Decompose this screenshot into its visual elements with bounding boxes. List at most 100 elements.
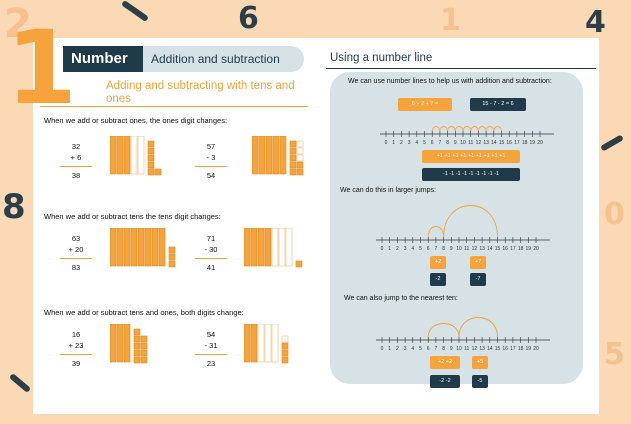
tick-label: 11 — [464, 246, 469, 252]
ten-rod — [244, 228, 251, 267]
one-cube — [295, 260, 303, 268]
section-subtitle: Adding and subtracting with tens and one… — [106, 80, 295, 105]
one-cube — [133, 349, 141, 357]
tick-label: 8 — [446, 140, 449, 146]
ten-rod — [130, 228, 138, 267]
title-underline — [326, 68, 596, 69]
tick-label: 17 — [510, 246, 516, 252]
tick-label: 5 — [419, 346, 422, 352]
add-equation: 6 + 2 + 7 = — [398, 98, 452, 111]
topic-label: Addition and subtraction — [143, 46, 304, 72]
tick-label: 16 — [502, 346, 508, 352]
tick-label: 19 — [526, 346, 532, 352]
tick-label: 5 — [423, 140, 426, 146]
jump-arc — [427, 323, 460, 338]
sum: 63 + 20 83 — [58, 234, 94, 274]
tick-label: 2 — [396, 246, 399, 252]
tick-label: 14 — [487, 346, 493, 352]
jump-arc — [485, 126, 495, 132]
ten-rod-removed — [271, 228, 279, 267]
ones-sub-steps: -1 -1 -1 -1 -1 -1 -1 -1 -1 — [422, 168, 520, 181]
ten-rod-removed — [130, 136, 138, 175]
ten-rod — [116, 136, 124, 175]
one-cube — [147, 147, 155, 155]
nearest-add-step: +5 — [472, 356, 488, 369]
ten-rod — [257, 228, 265, 267]
tick-label: 18 — [518, 246, 524, 252]
one-cube — [133, 335, 141, 343]
tick-label: 4 — [415, 140, 418, 146]
jump-arc — [454, 126, 464, 132]
jump-arc — [431, 126, 441, 132]
one-cube-removed — [296, 140, 304, 148]
one-cube — [289, 140, 297, 148]
jump-arc — [462, 126, 472, 132]
section-caption: When we add or subtract tens the tens di… — [44, 212, 221, 221]
tick-label: 15 — [499, 140, 505, 146]
one-cube — [289, 168, 297, 176]
sum: 54 - 31 23 — [193, 330, 229, 370]
tick-label: 16 — [502, 246, 508, 252]
one-cube — [133, 328, 141, 336]
ten-rod — [110, 324, 117, 363]
tick-label: 7 — [435, 346, 438, 352]
tick-label: 10 — [456, 246, 462, 252]
bg-digit: 0 — [604, 197, 625, 232]
tick-label: 7 — [435, 246, 438, 252]
larger-add-step: +7 — [470, 256, 486, 269]
one-cube — [140, 349, 148, 357]
tick-label: 1 — [392, 140, 395, 146]
base-ten-blocks — [252, 136, 317, 200]
bg-dash — [600, 134, 624, 152]
tick-label: 3 — [404, 246, 407, 252]
one-cube — [296, 161, 304, 169]
tick-label: 8 — [442, 246, 445, 252]
ten-rod — [151, 228, 159, 267]
tick-label: 15 — [495, 246, 501, 252]
number-line-ones: 0 1 2 3 4 5 6 7 8 9 10 11 12 13 14 15 16 17 18 19 20 — [380, 126, 554, 146]
sub-equation: 15 - 7 - 2 = 6 — [470, 98, 526, 111]
tick-label: 2 — [400, 140, 403, 146]
tick-label: 16 — [506, 140, 512, 146]
number-line-larger: 0 1 2 3 4 5 6 7 8 9 10 11 12 13 14 15 16 17 18 19 20 — [376, 205, 550, 252]
ten-rod — [123, 324, 131, 363]
tick-label: 9 — [450, 246, 453, 252]
jump-arc — [493, 126, 502, 132]
tick-label: 20 — [533, 346, 539, 352]
tick-label: 17 — [510, 346, 516, 352]
tick-label: 3 — [404, 346, 407, 352]
one-cube — [140, 335, 148, 343]
tick-label: 4 — [411, 246, 414, 252]
bg-dash — [8, 372, 32, 394]
tick-label: 17 — [514, 140, 520, 146]
tick-label: 12 — [476, 140, 482, 146]
one-cube — [147, 154, 155, 162]
tick-label: 12 — [472, 346, 478, 352]
tick-label: 15 — [495, 346, 501, 352]
section-caption: When we add or subtract ones, the ones d… — [44, 116, 228, 125]
tick-label: 13 — [479, 346, 485, 352]
one-cube-removed — [296, 154, 304, 162]
strand-label: Number — [63, 46, 143, 72]
jump-arc — [458, 317, 498, 338]
tick-label: 1 — [388, 346, 391, 352]
ten-rod — [137, 228, 145, 267]
base-ten-blocks — [244, 228, 323, 292]
ten-rod — [265, 136, 273, 175]
larger-jumps-text: We can do this in larger jumps: — [340, 187, 436, 194]
jump-arc — [447, 126, 456, 132]
bg-digit: 2 — [4, 1, 32, 47]
bg-digit: 1 — [440, 3, 461, 38]
sum: 16 + 23 39 — [58, 330, 94, 370]
jump-arc — [470, 126, 479, 132]
one-cube — [140, 356, 148, 364]
tick-label: 11 — [468, 140, 473, 146]
ten-rod — [279, 136, 287, 175]
nearest-sub-step: -2 -2 — [430, 375, 460, 388]
one-cube — [154, 168, 162, 176]
bg-digit: 8 — [2, 187, 26, 227]
tick-label: 5 — [419, 246, 422, 252]
ten-rod — [272, 136, 280, 175]
ten-rod — [158, 228, 166, 267]
tick-label: 11 — [464, 346, 469, 352]
